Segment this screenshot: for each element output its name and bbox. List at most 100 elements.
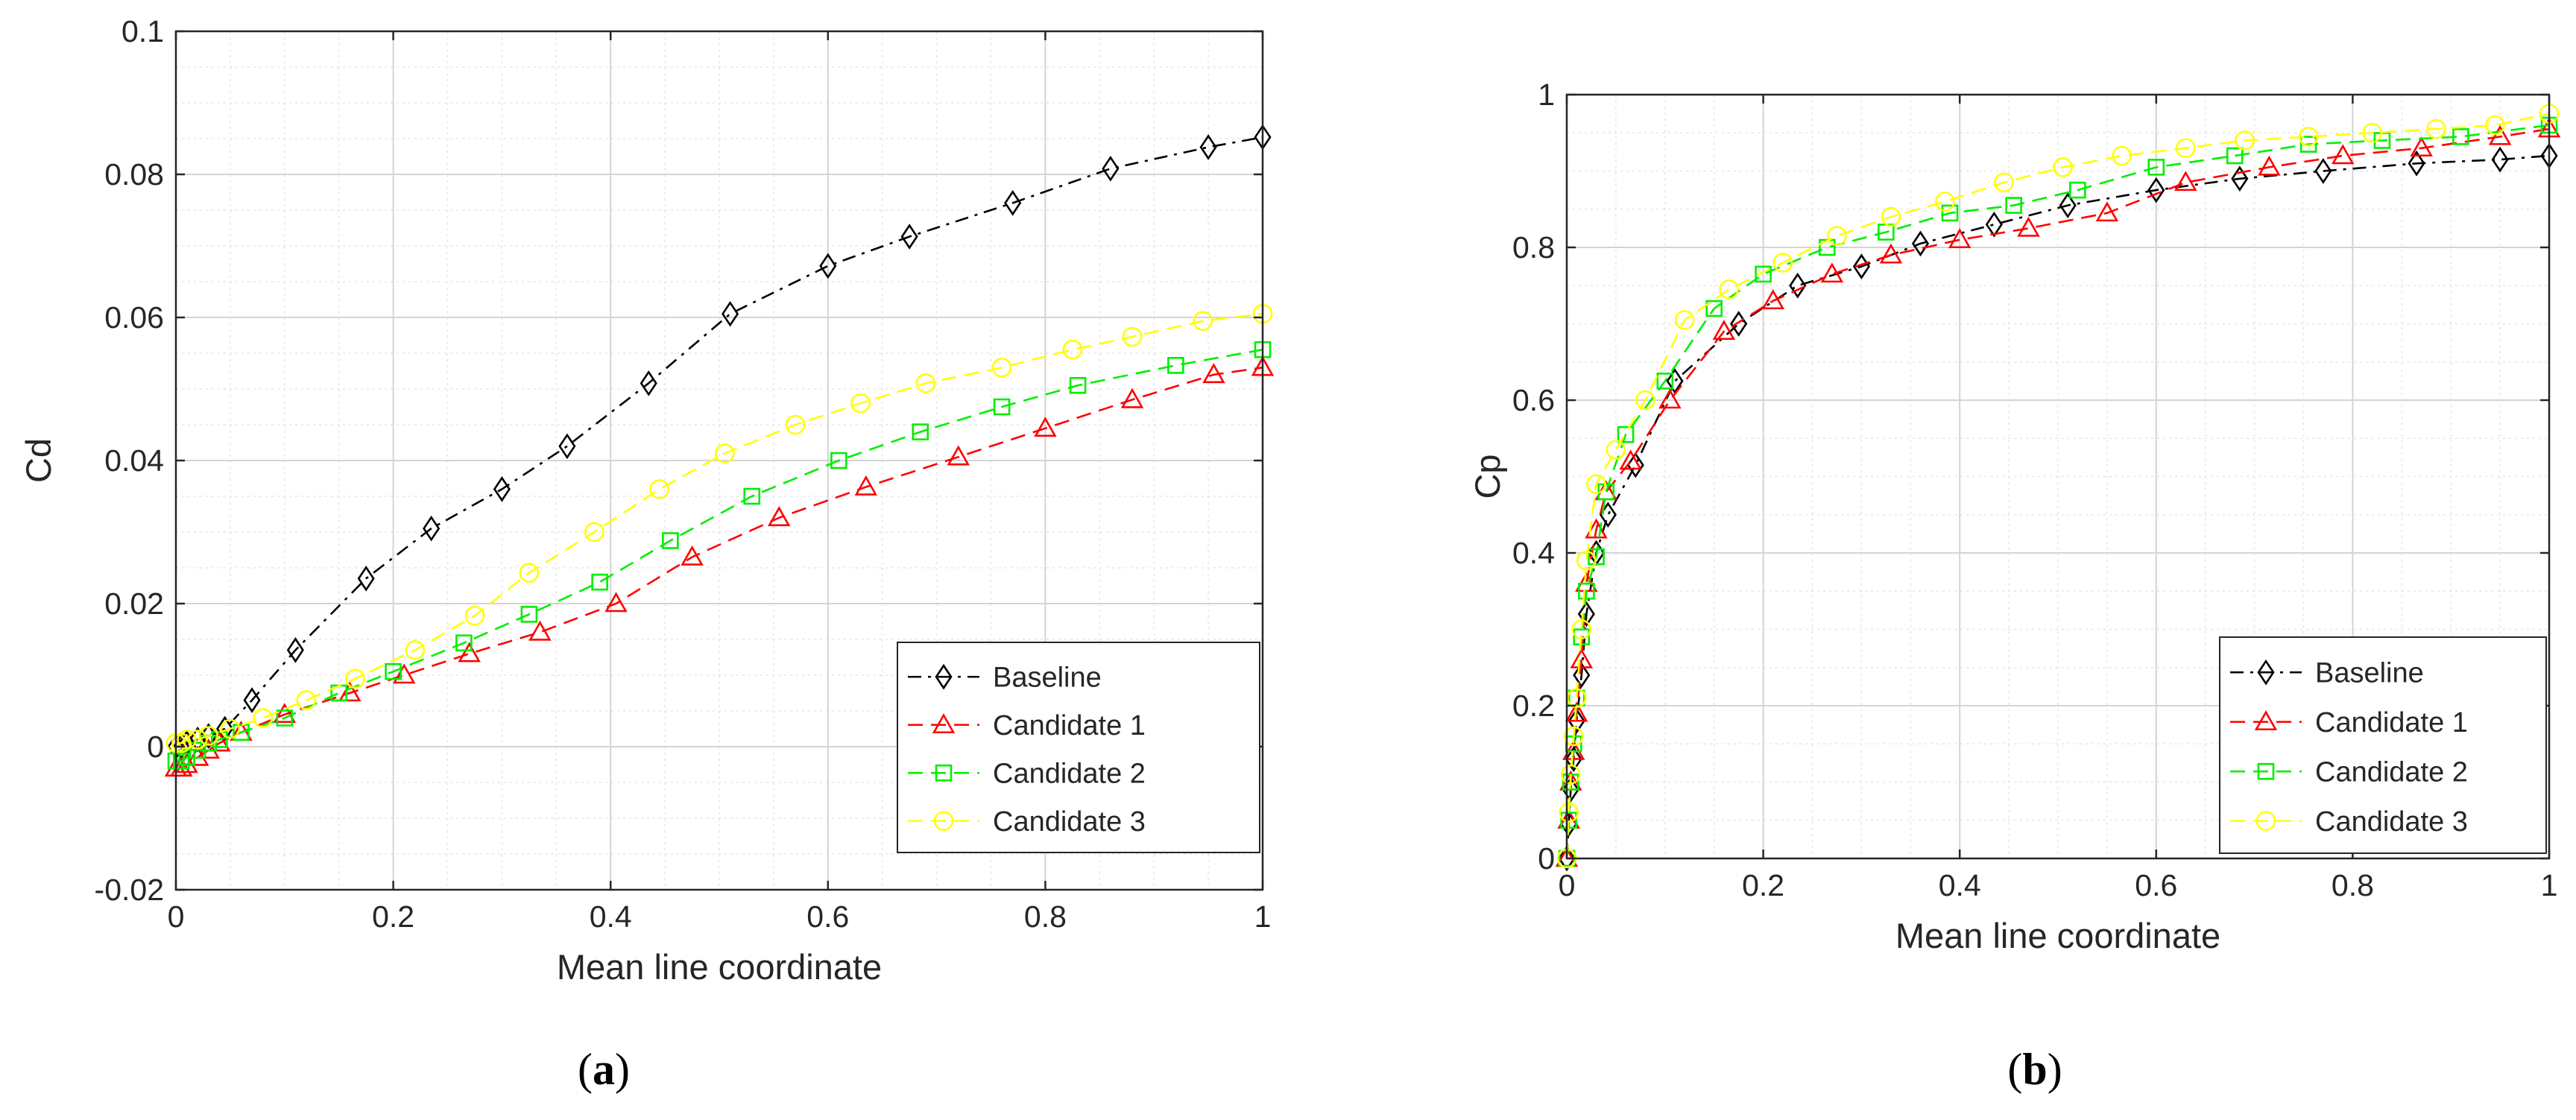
panel-b-data-point-candidate-3 <box>1586 474 1606 495</box>
panel-b-data-point-candidate-3 <box>1559 803 1579 823</box>
panel-b-axes-box <box>1565 93 2551 860</box>
panel-b-legend-entry-candidate-3: Candidate 3 <box>2230 806 2468 838</box>
panel-b-legend-entry-baseline: Baseline <box>2230 657 2424 689</box>
panel-b-data-point-candidate-3 <box>1674 310 1695 330</box>
panel-a-series-line-baseline <box>176 136 1263 748</box>
panel-a-data-point-candidate-3 <box>177 730 197 750</box>
panel-a-data-point-candidate-2 <box>172 752 190 770</box>
panel-b-data-point-baseline <box>1568 708 1585 734</box>
panel-b-x-tick-label: 0 <box>1559 868 1576 902</box>
panel-b-label-open: ( <box>2007 1045 2022 1094</box>
panel-b-data-point-candidate-3 <box>2235 130 2255 151</box>
panel-b-data-point-candidate-1 <box>2258 155 2281 176</box>
panel-a-y-tick-label: -0.02 <box>95 873 164 907</box>
panel-b-x-tick-label: 1 <box>2541 868 2558 902</box>
panel-a-x-tick-label: 0.2 <box>372 899 414 934</box>
panel-a-y-tick-label: 0.06 <box>104 300 164 335</box>
panel-a-data-point-candidate-3 <box>850 393 871 414</box>
panel-a-data-point-candidate-1 <box>528 620 552 641</box>
panel-a-data-point-candidate-3 <box>220 718 241 739</box>
panel-a-y-tick-label: 0 <box>147 730 164 764</box>
panel-a-data-point-baseline <box>423 515 441 542</box>
panel-a-data-point-candidate-1 <box>854 475 878 496</box>
panel-b-y-tick-label: 0 <box>1538 841 1555 876</box>
panel-b-legend-entry-candidate-1: Candidate 1 <box>2230 707 2468 738</box>
panel-a-data-point-baseline <box>819 253 837 279</box>
panel-b-legend-marker-baseline <box>2257 659 2275 686</box>
panel-a-label-open: ( <box>578 1045 593 1094</box>
panel-b-data-point-candidate-1 <box>1712 320 1736 341</box>
panel-a-data-point-candidate-3 <box>991 357 1012 378</box>
panel-a-data-point-candidate-3 <box>187 730 208 750</box>
panel-b-legend-marker-candidate-1 <box>2254 710 2278 731</box>
panel-b-data-point-candidate-3 <box>2485 115 2505 136</box>
panel-b-ticks: 0 0.2 0.4 0.6 0.8 1 0 0.2 0.4 0.6 0.8 1 <box>1512 77 2557 902</box>
panel-a-data-point-candidate-2 <box>1069 376 1087 394</box>
panel-a-data-point-baseline <box>493 476 511 502</box>
panel-a-data-point-baseline <box>722 300 739 327</box>
panel-b-legend-label-candidate-3: Candidate 3 <box>2315 806 2468 838</box>
panel-b-legend-label-candidate-1: Candidate 1 <box>2315 707 2468 738</box>
panel-a-data-point-candidate-2 <box>912 423 929 440</box>
panel-a-data-point-baseline <box>243 687 261 713</box>
panel-b-data-point-candidate-1 <box>1565 701 1588 722</box>
panel-b-data-point-candidate-3 <box>1606 440 1626 460</box>
panel-a-data-point-candidate-1 <box>1202 363 1225 384</box>
panel-a-data-point-candidate-1 <box>1034 417 1057 437</box>
panel-b-label-close: ) <box>2048 1045 2062 1094</box>
panel-b-series-line-candidate-3 <box>1565 113 2550 859</box>
panel-b-series-candidate-3 <box>1556 104 2560 869</box>
panel-b-data-point-candidate-2 <box>2452 128 2469 145</box>
panel-b-data-point-candidate-1 <box>2331 144 2355 165</box>
panel-b-data-point-candidate-1 <box>2410 136 2433 157</box>
panel-a-series-candidate-1 <box>164 355 1275 777</box>
panel-a-legend-marker-candidate-2 <box>935 764 953 782</box>
panel-a-series-candidate-3 <box>165 303 1273 753</box>
panel-a-legend-entry-candidate-2: Candidate 2 <box>908 758 1146 789</box>
panel-a-data-point-candidate-2 <box>520 606 538 623</box>
panel-a-series-baseline <box>167 124 1272 760</box>
panel-a-data-point-candidate-3 <box>1193 311 1213 332</box>
panel-b-data-point-candidate-2 <box>1573 628 1591 646</box>
panel-b-series <box>1555 104 2561 872</box>
panel-b-legend-marker-candidate-3 <box>2255 811 2276 832</box>
panel-a-legend-entry-baseline: Baseline <box>908 662 1102 693</box>
panel-b-data-point-baseline <box>1577 601 1595 627</box>
panel-a-data-point-candidate-3 <box>915 373 936 393</box>
panel-b-data-point-baseline <box>2408 150 2425 177</box>
panel-b-data-point-baseline <box>2314 158 2332 184</box>
panel-a-data-point-candidate-1 <box>604 592 628 613</box>
panel-a-legend-marker-candidate-1 <box>932 713 956 734</box>
panel-a-data-point-candidate-3 <box>1062 339 1083 360</box>
panel-a-x-axis-label: Mean line coordinate <box>557 947 882 987</box>
panel-b-data-point-baseline <box>1985 211 2003 238</box>
panel-a-data-point-candidate-2 <box>385 662 402 680</box>
panel-b-label-letter: b <box>2022 1045 2047 1094</box>
panel-b-data-point-candidate-1 <box>1570 648 1593 668</box>
panel-b-y-tick-label: 0.8 <box>1512 230 1555 265</box>
panel-b-data-point-baseline <box>2147 177 2165 203</box>
panel-a-legend-entry-candidate-3: Candidate 3 <box>908 806 1146 838</box>
panel-a-x-tick-label: 0.4 <box>590 899 632 934</box>
panel-b-data-point-candidate-3 <box>1827 226 1847 246</box>
panel-b-y-axis-label: Cp <box>1468 454 1507 499</box>
panel-b-legend-marker-candidate-2 <box>2257 762 2275 780</box>
panel-b-data-point-baseline <box>1626 452 1644 478</box>
panel-a-label: (a) <box>578 1045 630 1094</box>
panel-a-data-point-candidate-2 <box>455 634 473 652</box>
panel-a-data-point-candidate-1 <box>392 663 416 684</box>
panel-a-legend-marker-baseline <box>935 663 953 690</box>
panel-a-data-point-baseline <box>640 370 657 396</box>
panel-b-data-point-candidate-1 <box>2174 171 2197 192</box>
panel-b-data-point-candidate-1 <box>1619 449 1642 470</box>
panel-a-x-tick-label: 1 <box>1254 899 1272 934</box>
panel-b-data-point-baseline <box>1911 230 1930 257</box>
panel-a-data-point-candidate-3 <box>464 606 485 626</box>
panel-b-data-point-candidate-2 <box>2069 181 2086 199</box>
panel-a-data-point-baseline <box>900 224 918 250</box>
panel-a-data-point-candidate-2 <box>591 573 608 591</box>
panel-b-data-point-candidate-3 <box>2112 145 2132 166</box>
panel-a-data-point-candidate-2 <box>830 452 847 469</box>
panel-b-data-point-baseline <box>1573 662 1591 689</box>
